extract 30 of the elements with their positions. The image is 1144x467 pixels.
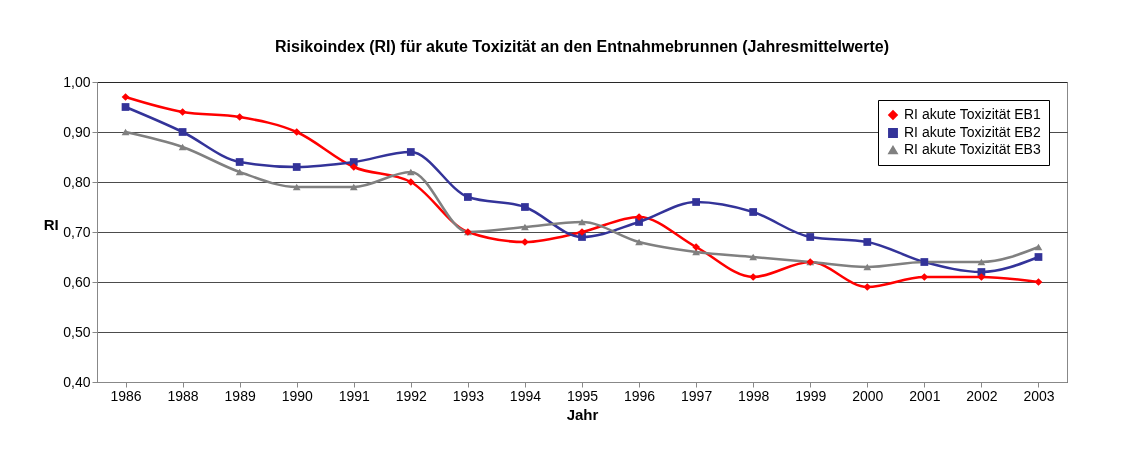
x-tick-label: 1996 [623, 387, 656, 404]
x-tick-label: 1989 [224, 387, 256, 404]
x-tick-label: 1998 [738, 387, 770, 404]
y-tick-label: 0,90 [63, 123, 91, 140]
y-tick-label: 0,40 [63, 373, 91, 390]
x-tick-label: 1991 [338, 387, 371, 404]
x-tick-label: 2000 [852, 387, 884, 404]
x-tick-label: 1990 [281, 387, 313, 404]
x-tick-label: 1999 [795, 387, 827, 404]
legend-label: RI akute Toxizität EB2 [904, 124, 1041, 140]
y-tick-label: 0,50 [63, 323, 91, 340]
x-tick-label: 2001 [909, 387, 941, 404]
x-tick-label: 1994 [509, 387, 542, 404]
x-tick-label: 2002 [966, 387, 998, 404]
x-axis-title: Jahr [566, 405, 599, 423]
legend-label: RI akute Toxizität EB3 [904, 141, 1041, 157]
y-tick-label: 0,70 [63, 223, 91, 240]
y-axis-title: RI [43, 215, 59, 233]
chart-title: Risikoindex (RI) für akute Toxizität an den Entnahmebrunnen (Jahresmittelwerte) [274, 38, 890, 55]
x-tick-label: 1992 [395, 387, 428, 404]
y-tick-label: 1,00 [63, 73, 91, 90]
x-tick-label: 1993 [452, 387, 485, 404]
x-tick-label: 1997 [681, 387, 713, 404]
x-tick-label: 2003 [1023, 387, 1055, 404]
legend-label: RI akute Toxizität EB1 [904, 106, 1041, 122]
x-tick-label: 1988 [167, 387, 199, 404]
y-tick-label: 0,80 [63, 173, 91, 190]
y-tick-label: 0,60 [63, 273, 91, 290]
x-tick-label: 1986 [110, 387, 142, 404]
x-tick-label: 1995 [566, 387, 599, 404]
